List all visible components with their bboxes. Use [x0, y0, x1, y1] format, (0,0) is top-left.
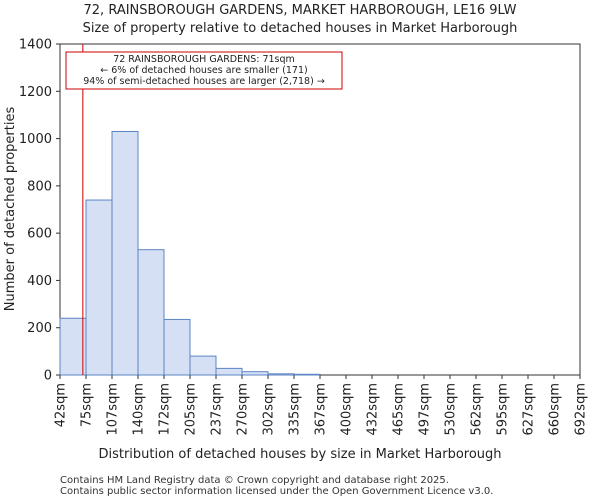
- x-tick-label: 692sqm: [574, 383, 589, 436]
- annotation-frame: [65, 51, 343, 90]
- x-tick-label: 497sqm: [418, 383, 433, 436]
- x-tick-label: 432sqm: [366, 383, 381, 436]
- x-tick-label: 140sqm: [132, 383, 147, 436]
- y-tick-label: 1400: [19, 38, 52, 53]
- x-tick-label: 400sqm: [340, 383, 355, 436]
- x-tick-label: 335sqm: [288, 383, 303, 436]
- x-tick-label: 270sqm: [236, 383, 251, 436]
- bar-107sqm: [111, 130, 139, 376]
- x-tick-label: 660sqm: [548, 383, 563, 436]
- x-tick-label: 75sqm: [80, 383, 95, 427]
- y-tick-label: 200: [27, 321, 52, 336]
- x-tick-label: 172sqm: [158, 383, 173, 436]
- x-tick-label: 465sqm: [392, 383, 407, 436]
- chart-subtitle: Size of property relative to detached ho…: [83, 21, 518, 36]
- x-tick-label: 42sqm: [54, 383, 69, 427]
- footer-line-2: Contains public sector information licen…: [60, 486, 493, 497]
- x-tick-label: 237sqm: [210, 383, 225, 436]
- bar-302sqm: [267, 373, 295, 376]
- annotation-line-1: 72 RAINSBOROUGH GARDENS: 71sqm: [113, 54, 295, 65]
- y-tick-label: 1000: [19, 132, 52, 147]
- y-tick-label: 0: [44, 369, 52, 384]
- bars-group: [59, 130, 321, 376]
- annotation-box: 72 RAINSBOROUGH GARDENS: 71sqm ← 6% of d…: [65, 51, 343, 90]
- y-tick-label: 800: [27, 179, 52, 194]
- bar-75sqm: [85, 199, 113, 376]
- x-tick-label: 302sqm: [262, 383, 277, 436]
- y-tick-label: 1200: [19, 85, 52, 100]
- x-tick-label: 367sqm: [314, 383, 329, 436]
- y-axis-ticks: 0 200 400 600 800 1000 1200 1400: [19, 38, 60, 384]
- chart-title: 72, RAINSBOROUGH GARDENS, MARKET HARBORO…: [84, 3, 517, 18]
- x-tick-label: 205sqm: [184, 383, 199, 436]
- x-axis-ticks: 42sqm 75sqm 107sqm 140sqm 172sqm 205sqm 237sqm…: [54, 375, 589, 436]
- y-tick-label: 600: [27, 227, 52, 242]
- bar-42sqm: [59, 317, 87, 376]
- footer-line-1: Contains HM Land Registry data © Crown c…: [60, 475, 449, 486]
- x-tick-label: 595sqm: [496, 383, 511, 436]
- annotation-line-2: ← 6% of detached houses are smaller (171…: [100, 65, 307, 76]
- bar-335sqm: [293, 373, 321, 376]
- x-tick-label: 627sqm: [522, 383, 537, 436]
- y-axis-label: Number of detached properties: [3, 107, 18, 312]
- y-tick-label: 400: [27, 274, 52, 289]
- bar-140sqm: [137, 249, 165, 376]
- plot-area: 0 200 400 600 800 1000 1200 1400 42sqm 75sqm 107s…: [19, 38, 589, 436]
- bar-172sqm: [163, 318, 191, 376]
- x-axis-label: Distribution of detached houses by size …: [98, 447, 501, 462]
- x-tick-label: 562sqm: [470, 383, 485, 436]
- bar-270sqm: [241, 371, 269, 376]
- bar-205sqm: [189, 355, 217, 376]
- x-tick-label: 107sqm: [106, 383, 121, 436]
- x-tick-label: 530sqm: [444, 383, 459, 436]
- bar-237sqm: [215, 367, 243, 376]
- annotation-line-3: 94% of semi-detached houses are larger (…: [83, 76, 325, 87]
